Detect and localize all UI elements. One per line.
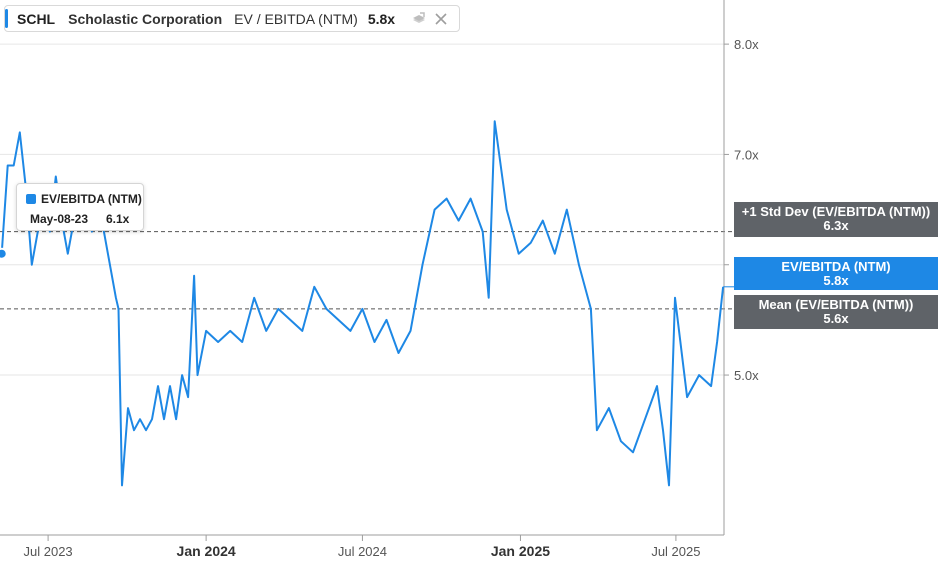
series-line: [0, 120, 725, 487]
x-tick-label: Jul 2023: [24, 544, 73, 559]
x-tick-label: Jan 2025: [491, 543, 550, 559]
y-tick-label: 5.0x: [734, 368, 759, 383]
x-tick-label: Jul 2024: [338, 544, 387, 559]
reference-lines: [0, 231, 734, 310]
series-swatch: [26, 194, 36, 204]
hover-point[interactable]: [0, 247, 8, 260]
company-name: Scholastic Corporation: [68, 10, 223, 27]
chart-header: SCHL Scholastic Corporation EV / EBITDA …: [4, 5, 461, 32]
hover-tooltip: EV/EBITDA (NTM) May-08-23 6.1x: [16, 183, 144, 231]
ticker-label: SCHL: [17, 10, 56, 27]
axes: [0, 0, 729, 541]
mean-value: 5.6x: [823, 311, 849, 326]
tooltip-date: May-08-23: [30, 212, 89, 226]
mean-title: Mean (EV/EBITDA (NTM)): [758, 297, 914, 312]
std-dev-label: +1 Std Dev (EV/EBITDA (NTM)) 6.3x: [734, 202, 938, 237]
close-icon[interactable]: [433, 11, 449, 27]
tooltip-series-name: EV/EBITDA (NTM): [41, 192, 142, 206]
current-value: 5.8x: [823, 273, 849, 288]
current-value-label: EV/EBITDA (NTM) 5.8x: [734, 257, 938, 290]
tooltip-value: 6.1x: [106, 212, 130, 226]
x-tick-label: Jul 2025: [651, 544, 700, 559]
y-tick-label: 8.0x: [734, 37, 759, 52]
std-dev-value: 6.3x: [823, 218, 849, 233]
grid-lines: [0, 43, 724, 376]
layers-icon[interactable]: [411, 11, 427, 27]
current-title: EV/EBITDA (NTM): [781, 259, 891, 274]
series-group: [0, 120, 734, 487]
mean-label: Mean (EV/EBITDA (NTM)) 5.6x: [734, 295, 938, 329]
std-dev-title: +1 Std Dev (EV/EBITDA (NTM)): [741, 204, 931, 219]
metric-name: EV / EBITDA (NTM): [234, 10, 358, 27]
metric-value: 5.8x: [367, 10, 396, 27]
y-tick-label: 7.0x: [734, 147, 759, 162]
x-tick-label: Jan 2024: [177, 543, 236, 559]
